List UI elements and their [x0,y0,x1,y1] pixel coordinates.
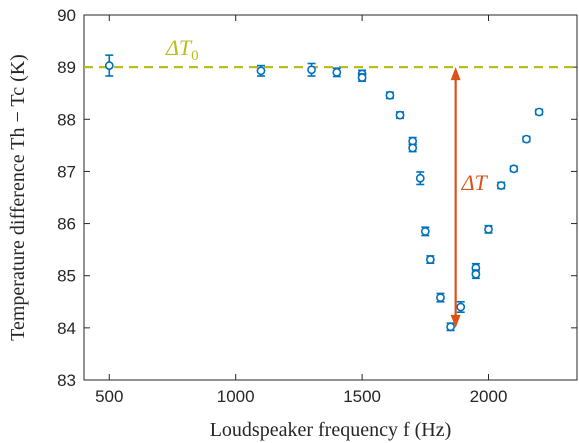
x-tick-label: 500 [95,387,123,406]
y-tick-label: 90 [57,6,76,25]
marker [385,90,395,100]
y-tick-label: 89 [57,58,76,77]
marker [425,255,435,264]
data-point [446,322,455,332]
marker [357,73,367,82]
tick-group: 500 1000 1500 2000 83 84 85 86 87 88 89 90 [57,6,577,406]
data-point [256,64,266,77]
y-tick-label: 84 [57,319,76,338]
baseline-layer: ΔT0 [84,35,577,69]
data-point [496,181,506,190]
data-point [415,171,425,186]
x-axis-label: Loudspeaker frequency f (Hz) [210,419,452,441]
marker [436,293,445,303]
marker [256,66,266,76]
arrow-head-top [450,67,461,81]
data-point [425,255,435,265]
marker [522,134,531,144]
data-point [522,134,531,144]
y-tick-label: 88 [57,110,76,129]
marker [420,226,430,236]
y-tick-label: 87 [57,162,76,181]
data-point [456,300,466,314]
data-point [420,226,430,237]
plot-frame [83,14,578,381]
marker [496,181,506,190]
data-point [408,143,418,153]
x-tick-label: 2000 [470,387,508,406]
marker [471,269,481,279]
marker [456,302,466,312]
data-point [357,73,367,83]
x-tick-label: 1000 [217,387,255,406]
arrow-layer: ΔT [450,67,489,328]
baseline-label: ΔT0 [165,35,199,64]
arrow-head-bottom [450,314,461,328]
marker [534,107,544,117]
marker [395,110,405,120]
data-point [385,90,395,100]
data-point [484,224,493,234]
y-tick-label: 85 [57,267,76,286]
x-tick-label: 1500 [343,387,381,406]
data-points [104,54,544,332]
data-point [395,110,405,120]
data-point [509,164,519,174]
marker [408,143,418,153]
y-tick-label: 86 [57,215,76,234]
data-point [534,107,544,117]
marker [446,322,455,332]
y-axis-label: Temperature difference Th − Tc (K) [7,54,29,341]
marker [332,67,342,77]
marker [509,164,519,174]
marker [415,173,425,183]
data-point [332,67,342,78]
marker [307,65,316,75]
axes [83,14,578,381]
y-tick-label: 83 [57,371,76,390]
data-point [307,62,316,77]
marker [484,224,493,234]
data-point [471,269,481,280]
data-point [104,54,114,77]
marker [104,61,114,70]
data-point [436,292,445,303]
delta-t-label: ΔT [461,170,489,195]
